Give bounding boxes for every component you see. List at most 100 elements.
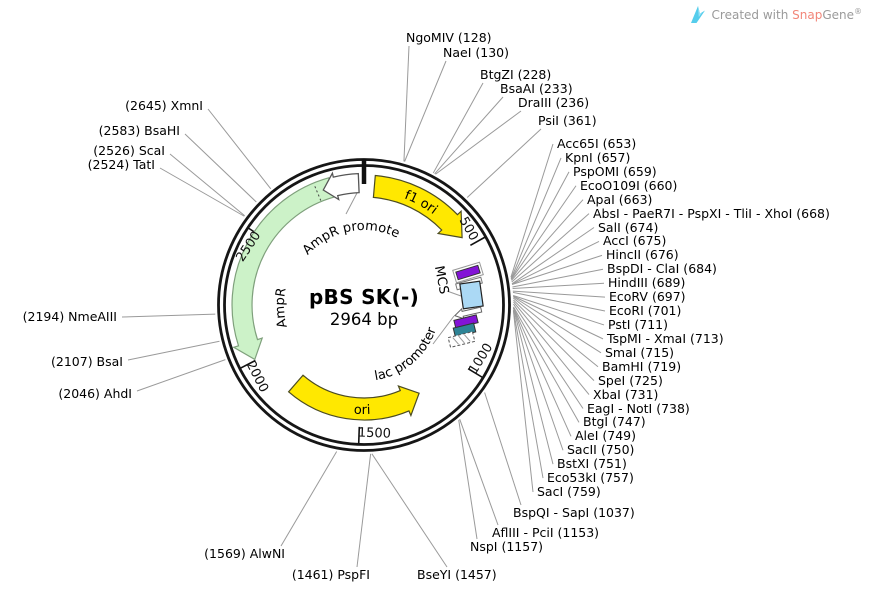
leader-line xyxy=(512,309,544,479)
plasmid-title-block: pBS SK(-) 2964 bp xyxy=(309,285,419,329)
leader-line xyxy=(512,308,554,465)
ampr-signal-boundary xyxy=(313,183,322,201)
restriction-site-label: BamHI (719) xyxy=(602,358,682,374)
restriction-site-label: BspDI - ClaI (684) xyxy=(607,261,717,277)
restriction-site-label: PsiI (361) xyxy=(538,113,597,128)
leader-line xyxy=(403,45,410,162)
feature-ampr xyxy=(231,177,335,361)
leader-line xyxy=(510,171,570,280)
leader-line xyxy=(513,299,595,381)
plasmid-name: pBS SK(-) xyxy=(308,285,420,309)
leader-line xyxy=(136,359,226,392)
leader-line xyxy=(159,167,245,217)
restriction-site-label: AccI (675) xyxy=(603,233,667,249)
restriction-site-label: BtgZI (228) xyxy=(480,67,552,82)
restriction-site-label: EagI - NotI (738) xyxy=(587,400,690,416)
leader-line xyxy=(371,453,448,568)
mcs-region-box xyxy=(459,280,484,310)
ampr-label: AmpR xyxy=(273,287,291,330)
scale-tick xyxy=(470,236,486,246)
restriction-site-label: SalI (674) xyxy=(598,219,659,235)
restriction-site-label: SmaI (715) xyxy=(605,344,675,360)
restriction-site-label: TspMI - XmaI (713) xyxy=(607,330,724,346)
leader-line xyxy=(446,290,462,297)
restriction-site-label: SacII (750) xyxy=(567,442,635,458)
restriction-site-label: DraIII (236) xyxy=(518,95,590,110)
scale-tick xyxy=(239,359,256,370)
restriction-site-label: (2107) BsaI xyxy=(51,354,123,369)
restriction-site-label: EcoO109I (660) xyxy=(580,177,678,193)
restriction-site-label: NgoMIV (128) xyxy=(406,30,492,45)
restriction-site-label: AbsI - PaeR7I - PspXI - TliI - XhoI (668… xyxy=(593,205,830,221)
restriction-site-label: AleI (749) xyxy=(575,428,636,444)
leader-line xyxy=(512,291,606,312)
leader-line xyxy=(513,306,580,423)
leader-line xyxy=(484,392,522,506)
leader-line xyxy=(513,295,604,340)
restriction-site-label: (1569) AlwNI xyxy=(204,546,285,561)
leader-line xyxy=(432,82,484,174)
restriction-site-label: SpeI (725) xyxy=(598,372,663,388)
leader-line xyxy=(434,96,504,175)
leader-lines xyxy=(121,45,606,568)
leader-line xyxy=(511,240,600,285)
scale-tick xyxy=(467,368,484,379)
leader-line xyxy=(458,419,478,540)
plasmid-size: 2964 bp xyxy=(329,310,399,329)
restriction-site-label: BspQI - SapI (1037) xyxy=(513,505,635,520)
ori-label: ori xyxy=(353,403,370,418)
leader-line xyxy=(510,143,554,278)
feature-ampr-promoter-arrow xyxy=(322,171,360,201)
restriction-site-label: (2583) BsaHI xyxy=(98,123,180,138)
leader-line xyxy=(184,133,257,203)
leader-line xyxy=(510,157,562,279)
restriction-site-label: PspOMI (659) xyxy=(573,163,657,179)
restriction-site-label: HindIII (689) xyxy=(608,275,686,291)
restriction-site-label: (2645) XmnI xyxy=(125,98,203,113)
leader-line xyxy=(459,419,499,526)
leader-line xyxy=(512,290,606,298)
restriction-site-label: (2046) AhdI xyxy=(58,386,132,401)
feature-ori xyxy=(287,374,420,421)
restriction-site-label: BtgI (747) xyxy=(583,414,646,430)
leader-line xyxy=(512,282,605,290)
lac-promoter-label: lac promoter xyxy=(373,325,440,384)
leader-line xyxy=(513,307,572,437)
restriction-site-label: KpnI (657) xyxy=(565,149,631,165)
leader-line xyxy=(432,315,455,345)
leader-line xyxy=(513,303,584,409)
mcs-hatch-lines xyxy=(452,334,471,345)
leader-line xyxy=(356,453,372,568)
restriction-site-label: NspI (1157) xyxy=(470,539,544,554)
snapgene-watermark: Created with SnapGene® xyxy=(689,5,862,24)
leader-line xyxy=(207,108,272,190)
leader-line xyxy=(127,340,220,361)
leader-line xyxy=(121,313,216,318)
restriction-site-label: Acc65I (653) xyxy=(557,136,637,151)
restriction-site-label: AflIII - PciI (1153) xyxy=(492,525,600,540)
leader-line xyxy=(513,297,599,368)
restriction-site-label: SacI (759) xyxy=(537,484,601,499)
feature-f1-ori xyxy=(372,174,463,239)
restriction-site-label: BsaAI (233) xyxy=(500,81,573,96)
restriction-site-label: EcoRV (697) xyxy=(609,289,686,305)
snapgene-logo-icon xyxy=(690,6,705,23)
registered-mark: ® xyxy=(854,7,862,16)
brand-snap: Snap xyxy=(792,8,823,22)
restriction-site-label: ApaI (663) xyxy=(587,191,653,207)
mcs-purple-box-upper xyxy=(455,264,481,281)
leader-line xyxy=(280,451,338,547)
watermark-prefix: Created with xyxy=(711,8,789,22)
ampr-promoter-label: AmpR promoter xyxy=(0,0,402,258)
scale-tick-label: 1500 xyxy=(358,425,392,441)
leader-line xyxy=(466,128,542,198)
leader-line xyxy=(345,192,358,215)
restriction-site-label: (2526) ScaI xyxy=(93,143,165,158)
restriction-site-label: BstXI (751) xyxy=(557,456,627,472)
restriction-site-label: Eco53kI (757) xyxy=(547,470,634,486)
restriction-site-label: BseYI (1457) xyxy=(417,567,497,582)
leader-line xyxy=(511,227,595,285)
leader-line xyxy=(169,153,246,217)
